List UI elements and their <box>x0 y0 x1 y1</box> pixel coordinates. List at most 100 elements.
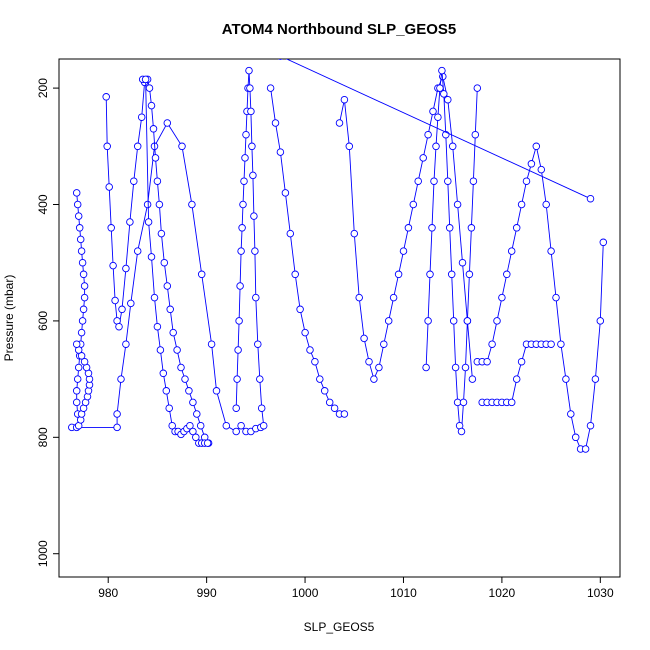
data-point <box>197 270 206 279</box>
data-point <box>286 229 295 238</box>
data-point <box>241 154 249 162</box>
data-point <box>162 387 171 395</box>
data-point <box>458 258 467 267</box>
data-point <box>424 317 432 325</box>
data-point <box>254 340 262 348</box>
data-point <box>153 322 162 331</box>
data-point <box>178 142 186 151</box>
data-point <box>236 282 244 290</box>
data-point <box>469 177 478 185</box>
data-point <box>189 398 197 407</box>
y-axis: 200 400 600 800 1000 <box>36 78 59 567</box>
data-point <box>365 357 373 366</box>
data-point <box>252 293 260 302</box>
data-point <box>419 154 427 162</box>
data-point <box>76 235 85 244</box>
data-point <box>389 293 398 302</box>
data-point <box>380 340 388 348</box>
data-point <box>80 282 89 290</box>
data-point <box>463 317 472 325</box>
data-point <box>113 423 121 432</box>
data-point <box>483 357 491 366</box>
data-point <box>557 340 565 348</box>
data-point <box>468 375 477 383</box>
data-point <box>399 247 408 255</box>
data-point <box>133 142 142 151</box>
data-point <box>507 398 516 407</box>
y-tick-label: 600 <box>36 311 50 331</box>
data-point <box>151 154 160 162</box>
data-point <box>276 148 285 156</box>
data-point <box>147 253 156 261</box>
data-point <box>192 433 200 442</box>
data-point <box>133 247 142 255</box>
data-point <box>245 66 253 75</box>
data-point <box>72 189 81 197</box>
data-point <box>436 84 444 92</box>
data-point <box>552 293 560 302</box>
y-tick-label: 200 <box>36 78 50 98</box>
data-point <box>517 200 526 209</box>
data-point <box>249 171 257 180</box>
data-point <box>404 224 413 232</box>
data-point <box>74 212 83 220</box>
data-point <box>73 200 82 209</box>
data-point <box>296 305 304 314</box>
data-point <box>251 247 259 255</box>
data-point <box>429 107 437 116</box>
data-point <box>438 66 446 75</box>
data-point <box>409 200 418 209</box>
data-point <box>160 258 169 267</box>
data-point <box>103 142 111 151</box>
data-point <box>102 93 110 101</box>
data-point <box>320 387 329 395</box>
data-point <box>330 404 339 412</box>
data-point <box>189 427 197 436</box>
data-point <box>73 375 82 383</box>
data-point <box>188 200 196 209</box>
data-point <box>512 224 521 232</box>
series-1 <box>72 189 94 430</box>
data-point <box>141 75 150 84</box>
series-line <box>482 343 552 403</box>
data-point <box>166 305 174 314</box>
data-point <box>193 410 201 418</box>
x-tick-label: 990 <box>197 586 217 600</box>
data-point <box>599 238 608 247</box>
data-point <box>542 200 550 209</box>
data-point <box>163 119 172 127</box>
data-point <box>150 293 159 302</box>
data-point <box>173 346 181 354</box>
data-point <box>311 357 319 366</box>
data-point <box>246 84 254 92</box>
data-point <box>238 224 246 232</box>
data-point <box>449 317 458 325</box>
data-point <box>235 317 243 325</box>
data-point <box>422 363 430 372</box>
data-point <box>72 398 81 407</box>
data-point <box>168 421 176 430</box>
data-point <box>596 317 605 325</box>
data-point <box>80 357 89 366</box>
data-point <box>471 130 480 139</box>
data-point <box>156 346 165 354</box>
data-point <box>130 177 138 185</box>
data-point <box>507 247 516 255</box>
data-point <box>222 421 231 430</box>
data-point <box>370 375 378 383</box>
data-point <box>537 165 546 174</box>
data-point <box>250 212 258 220</box>
data-point <box>571 433 580 442</box>
series-layer <box>68 59 608 453</box>
data-point <box>79 305 88 314</box>
x-axis: 980 990 1000 1010 1020 1030 <box>98 577 614 600</box>
data-point <box>233 375 241 383</box>
series-line <box>339 75 473 381</box>
data-point <box>79 270 88 279</box>
data-point <box>240 177 248 185</box>
data-point <box>111 296 119 305</box>
chart-title: ATOM4 Northbound SLP_GEOS5 <box>222 21 456 38</box>
data-point <box>430 177 438 185</box>
data-point <box>428 224 436 232</box>
data-point <box>375 363 383 372</box>
